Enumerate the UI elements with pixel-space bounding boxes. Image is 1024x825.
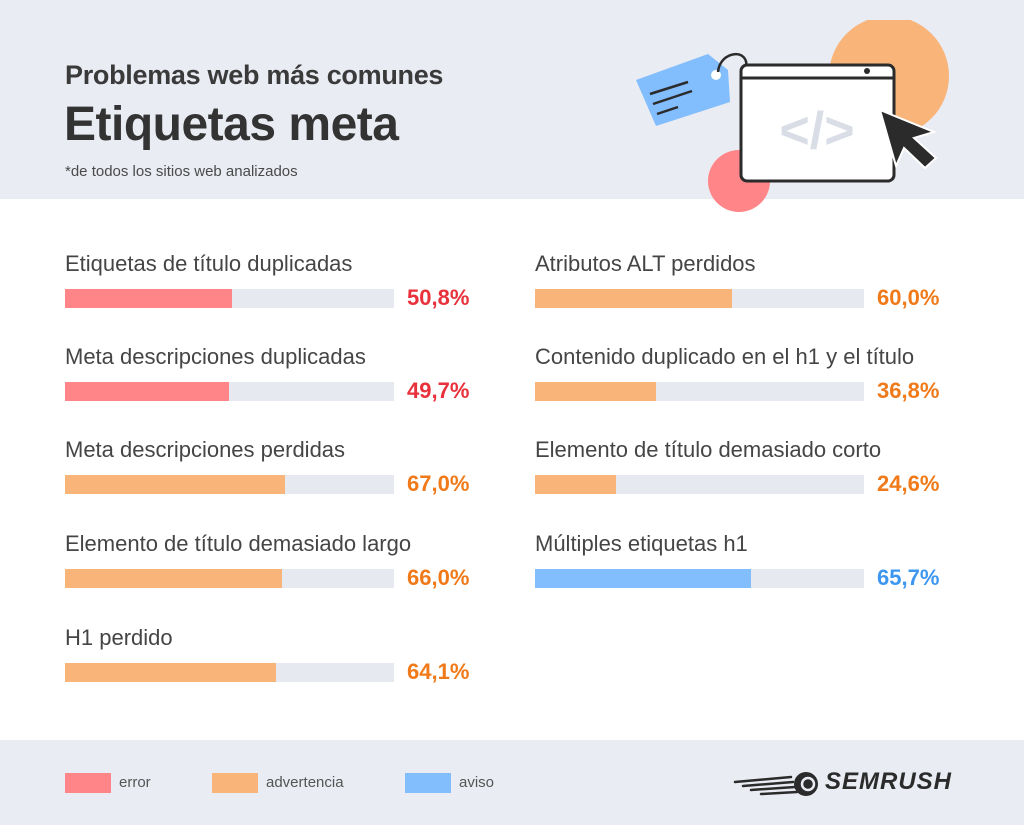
bar-value: 60,0%: [877, 285, 940, 310]
bar-item-duplicate-meta-descriptions: Meta descripciones duplicadas 49,7%: [65, 344, 485, 414]
bar-label: Múltiples etiquetas h1: [535, 531, 748, 556]
legend-swatch-error: [65, 773, 111, 793]
bar-track: [65, 663, 394, 682]
bar-item-duplicate-title-tags: Etiquetas de título duplicadas 50,8%: [65, 251, 485, 321]
cursor-arrow-icon: [878, 108, 938, 170]
price-tag-icon: [636, 52, 748, 126]
bar-fill: [65, 663, 276, 682]
bar-fill: [535, 475, 616, 494]
bar-label: Meta descripciones duplicadas: [65, 344, 366, 369]
semrush-logo: SEMRUSH: [733, 768, 951, 798]
bar-value: 36,8%: [877, 378, 940, 403]
bar-item-missing-h1: H1 perdido 64,1%: [65, 625, 485, 695]
bar-track: [65, 475, 394, 494]
bar-track: [65, 569, 394, 588]
bar-fill: [65, 569, 283, 588]
bar-fill: [65, 475, 286, 494]
legend-swatch-advertencia: [212, 773, 258, 793]
bar-fill: [65, 382, 229, 401]
bar-fill: [535, 382, 657, 401]
bar-fill: [535, 569, 752, 588]
bar-label: H1 perdido: [65, 625, 173, 650]
bar-track: [65, 382, 394, 401]
bar-value: 64,1%: [407, 659, 470, 684]
bar-value: 49,7%: [407, 378, 470, 403]
bar-item-multiple-h1: Múltiples etiquetas h1 65,7%: [535, 531, 955, 601]
bar-item-title-too-long: Elemento de título demasiado largo 66,0%: [65, 531, 485, 601]
legend-label-advertencia: advertencia: [266, 774, 344, 791]
code-window-icon: </>: [739, 63, 896, 183]
bar-item-missing-alt-attributes: Atributos ALT perdidos 60,0%: [535, 251, 955, 321]
legend-label-error: error: [119, 774, 151, 791]
bar-value: 50,8%: [407, 285, 470, 310]
bar-value: 24,6%: [877, 471, 940, 496]
bar-value: 65,7%: [877, 565, 940, 590]
bar-track: [65, 289, 394, 308]
bar-item-duplicate-h1-title: Contenido duplicado en el h1 y el título…: [535, 344, 955, 414]
chart-subtitle: Problemas web más comunes: [65, 60, 444, 90]
bar-item-title-too-short: Elemento de título demasiado corto 24,6%: [535, 437, 955, 507]
brand-name: SEMRUSH: [825, 768, 953, 795]
bar-fill: [535, 289, 733, 308]
bar-value: 66,0%: [407, 565, 470, 590]
chart-footnote: *de todos los sitios web analizados: [65, 163, 298, 180]
bar-track: [535, 569, 864, 588]
bar-item-missing-meta-descriptions: Meta descripciones perdidas 67,0%: [65, 437, 485, 507]
semrush-fireball-icon: [733, 772, 818, 796]
bar-track: [535, 382, 864, 401]
bar-fill: [65, 289, 233, 308]
footer-panel: error advertencia aviso SEMRUSH: [0, 740, 1024, 825]
legend-label-aviso: aviso: [459, 774, 495, 791]
legend-swatch-aviso: [405, 773, 451, 793]
bar-track: [535, 289, 864, 308]
bar-label: Atributos ALT perdidos: [535, 251, 756, 276]
chart-title: Etiquetas meta: [64, 98, 399, 151]
bar-value: 67,0%: [407, 471, 470, 496]
meta-tags-illustration: </>: [636, 20, 949, 212]
bar-label: Elemento de título demasiado largo: [65, 531, 412, 556]
bar-track: [535, 475, 864, 494]
bar-label: Meta descripciones perdidas: [65, 437, 346, 462]
header-panel: Problemas web más comunes Etiquetas meta…: [0, 0, 1024, 212]
code-symbol: </>: [779, 102, 854, 160]
bar-label: Contenido duplicado en el h1 y el título: [535, 344, 915, 369]
bar-label: Elemento de título demasiado corto: [535, 437, 882, 462]
bar-label: Etiquetas de título duplicadas: [65, 251, 353, 276]
